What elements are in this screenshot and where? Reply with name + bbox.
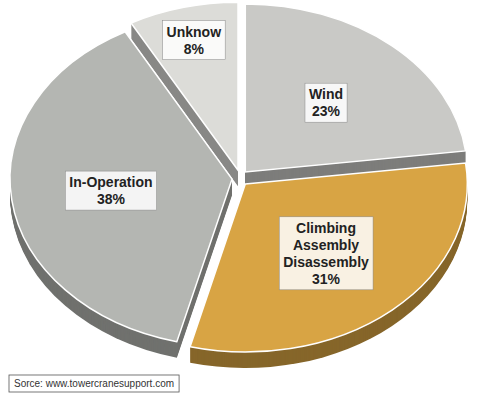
category-label: In-Operation — [69, 174, 152, 190]
value-label: 8% — [184, 41, 205, 57]
label-box — [65, 171, 156, 210]
slice-side — [245, 5, 465, 173]
source: Sorce: www.towercranesupport.com — [9, 375, 179, 392]
category-label-line: Wind — [309, 86, 343, 102]
category-label-line: Unknow — [167, 24, 222, 40]
source-text: Sorce: www.towercranesupport.com — [14, 378, 174, 389]
value-label: 31% — [312, 271, 341, 287]
value-label: 23% — [312, 103, 341, 119]
label-box — [279, 217, 373, 290]
value-label: 38% — [97, 191, 126, 207]
slices — [10, 2, 467, 352]
source-box — [9, 375, 179, 392]
category-label-line: Assembly — [293, 237, 359, 253]
slice-label: Wind23% — [305, 83, 347, 122]
slice-label: Unknow8% — [163, 21, 226, 60]
slice — [190, 163, 467, 352]
category-label-line: Climbing — [296, 220, 356, 236]
chart: Wind23% ClimbingAssemblyDisassembly31% In-… — [0, 0, 481, 398]
label-box — [305, 83, 347, 122]
slice-label: ClimbingAssemblyDisassembly31% — [279, 217, 373, 290]
slice — [131, 2, 238, 170]
category-label: Wind — [309, 86, 343, 102]
label-box — [163, 21, 226, 60]
category-label: ClimbingAssemblyDisassembly — [283, 220, 369, 270]
category-label-line: In-Operation — [69, 174, 152, 190]
slice — [245, 4, 465, 172]
labels: Wind23% ClimbingAssemblyDisassembly31% In-… — [65, 21, 373, 290]
slice-label: In-Operation38% — [65, 171, 156, 210]
category-label-line: Disassembly — [283, 254, 369, 270]
category-label: Unknow — [167, 24, 222, 40]
